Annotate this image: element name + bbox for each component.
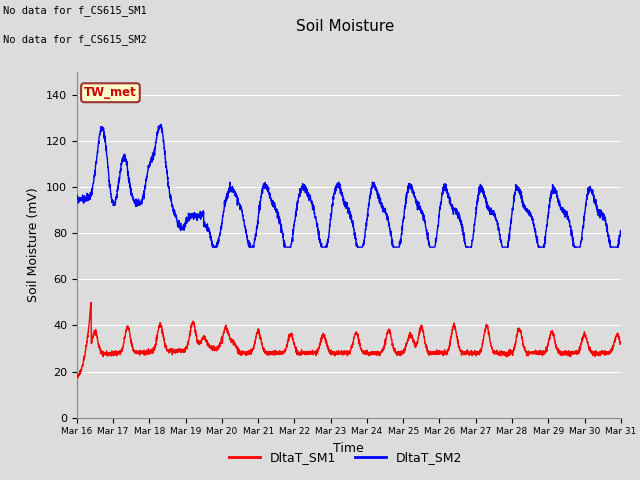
- Text: TW_met: TW_met: [84, 86, 137, 99]
- Legend: DltaT_SM1, DltaT_SM2: DltaT_SM1, DltaT_SM2: [223, 446, 468, 469]
- Text: No data for f_CS615_SM2: No data for f_CS615_SM2: [3, 34, 147, 45]
- Y-axis label: Soil Moisture (mV): Soil Moisture (mV): [28, 187, 40, 302]
- Text: No data for f_CS615_SM1: No data for f_CS615_SM1: [3, 5, 147, 16]
- Text: Soil Moisture: Soil Moisture: [296, 19, 395, 34]
- X-axis label: Time: Time: [333, 442, 364, 455]
